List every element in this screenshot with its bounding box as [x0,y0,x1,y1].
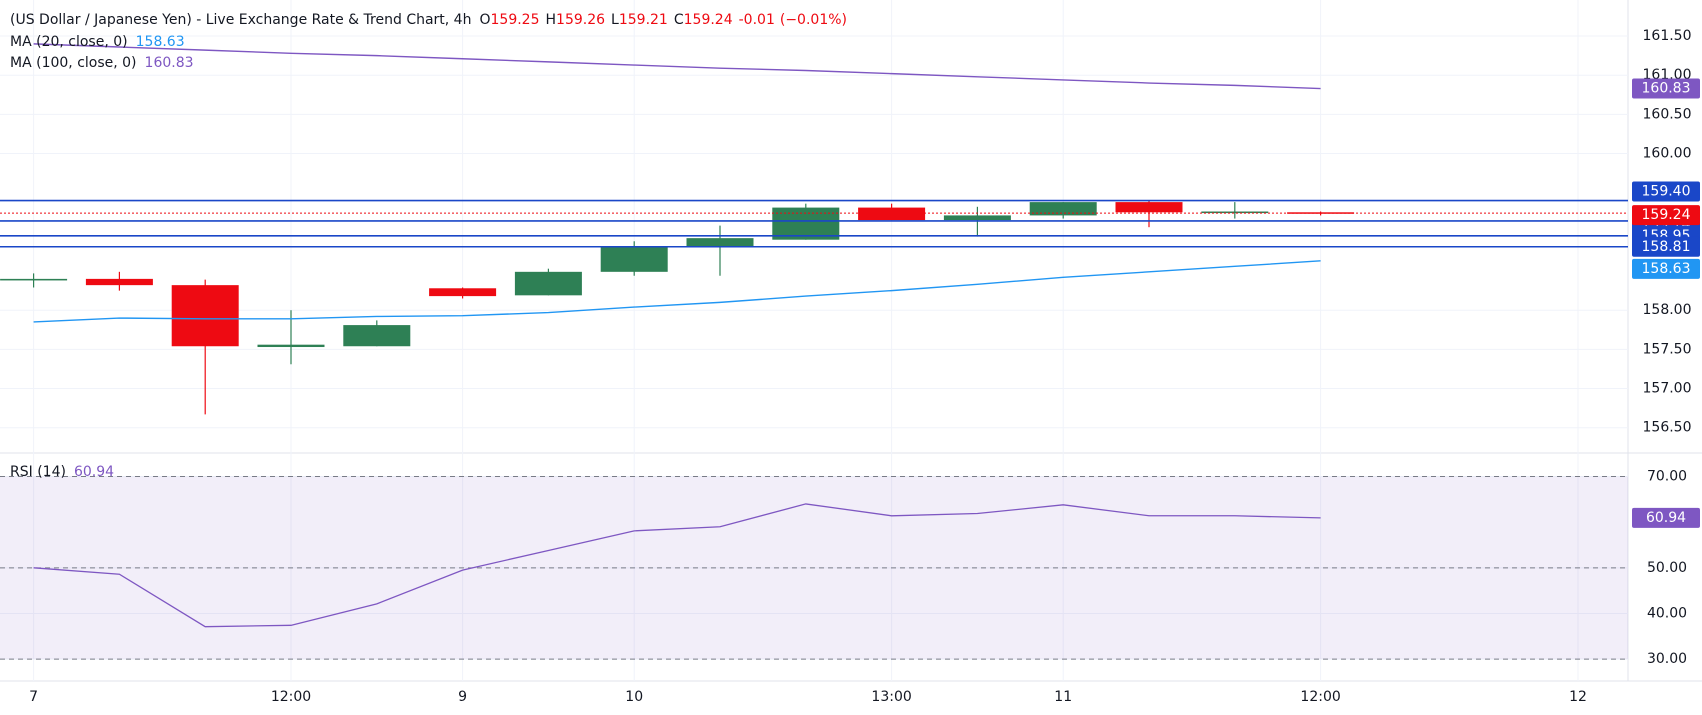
level-label-box [1632,236,1700,257]
change-value: -0.01 [739,12,775,28]
current-price-label-box [1632,205,1700,226]
moving-average-line [33,43,1321,90]
level-label: 158.81 [1642,239,1691,255]
quote-value: 159.25 [491,12,540,28]
y-tick-label: 30.00 [1647,651,1687,667]
candle-body [1115,202,1183,213]
candle-body [600,246,668,272]
y-tick-label: 156.50 [1643,420,1692,436]
rsi-value-label: 60.94 [1646,510,1686,526]
candle-body [858,207,926,221]
candle-body [0,278,68,281]
rsi-line [33,503,1321,628]
candle-body [514,271,582,296]
ma-legend: MA (100, close, 0) 160.83 [10,55,194,71]
moving-average-line [33,260,1321,323]
rsi-legend: RSI (14) 60.94 [10,464,114,480]
ma-legend-name: MA (20, close, 0) [10,34,128,50]
y-tick-label: 70.00 [1647,469,1687,485]
candle-body [85,278,153,286]
y-tick-label: 40.00 [1647,605,1687,621]
y-tick-label: 160.00 [1643,146,1692,162]
quote-prefix: C [674,12,684,28]
level-label-box [1632,181,1700,202]
ma100-value-label: 160.83 [1642,81,1691,97]
ma100-value-label-box [1632,78,1700,99]
level-label: 159.40 [1642,184,1691,200]
candle-body [1201,211,1269,214]
y-tick-label: 50.00 [1647,560,1687,576]
quote-value: 159.24 [684,12,733,28]
change-percent: (−0.01%) [780,12,847,28]
candle-body [343,325,411,347]
rsi-legend-name: RSI (14) [10,464,66,480]
current-price-label: 159.24 [1642,207,1691,223]
ma-legend: MA (20, close, 0) 158.63 [10,34,185,50]
y-tick-label: 157.50 [1643,341,1692,357]
x-tick-label: 9 [458,689,467,705]
y-tick-label: 160.50 [1643,106,1692,122]
candle-body [943,215,1011,221]
quote-prefix: O [479,12,490,28]
candle-body [171,285,239,347]
x-tick-label: 11 [1054,689,1072,705]
rsi-value-label-box [1632,507,1700,528]
chart-title: (US Dollar / Japanese Yen) - Live Exchan… [10,12,471,28]
quote-prefix: L [611,12,619,28]
chart-header: (US Dollar / Japanese Yen) - Live Exchan… [10,12,847,28]
quote-value: 159.21 [619,12,668,28]
x-tick-label: 12:00 [271,689,311,705]
rsi-legend-value: 60.94 [74,464,114,480]
ma-legend-value: 158.63 [136,34,185,50]
candle-body [772,207,840,240]
x-tick-label: 12 [1569,689,1587,705]
y-tick-label: 157.00 [1643,381,1692,397]
y-tick-label: 158.00 [1643,302,1692,318]
y-tick-label: 161.50 [1643,28,1692,44]
candle-body [686,238,754,247]
quote-value: 159.26 [556,12,605,28]
candle-body [429,288,497,297]
ma-legend-value: 160.83 [145,55,194,71]
ma-legend-name: MA (100, close, 0) [10,55,137,71]
candle-body [257,344,325,348]
candle-body [1029,202,1097,216]
x-tick-label: 12:00 [1300,689,1340,705]
x-tick-label: 10 [625,689,643,705]
ma20-value-label-box [1632,258,1700,279]
x-tick-label: 13:00 [871,689,911,705]
x-tick-label: 7 [29,689,38,705]
quote-prefix: H [546,12,557,28]
ma20-value-label: 158.63 [1642,261,1691,277]
